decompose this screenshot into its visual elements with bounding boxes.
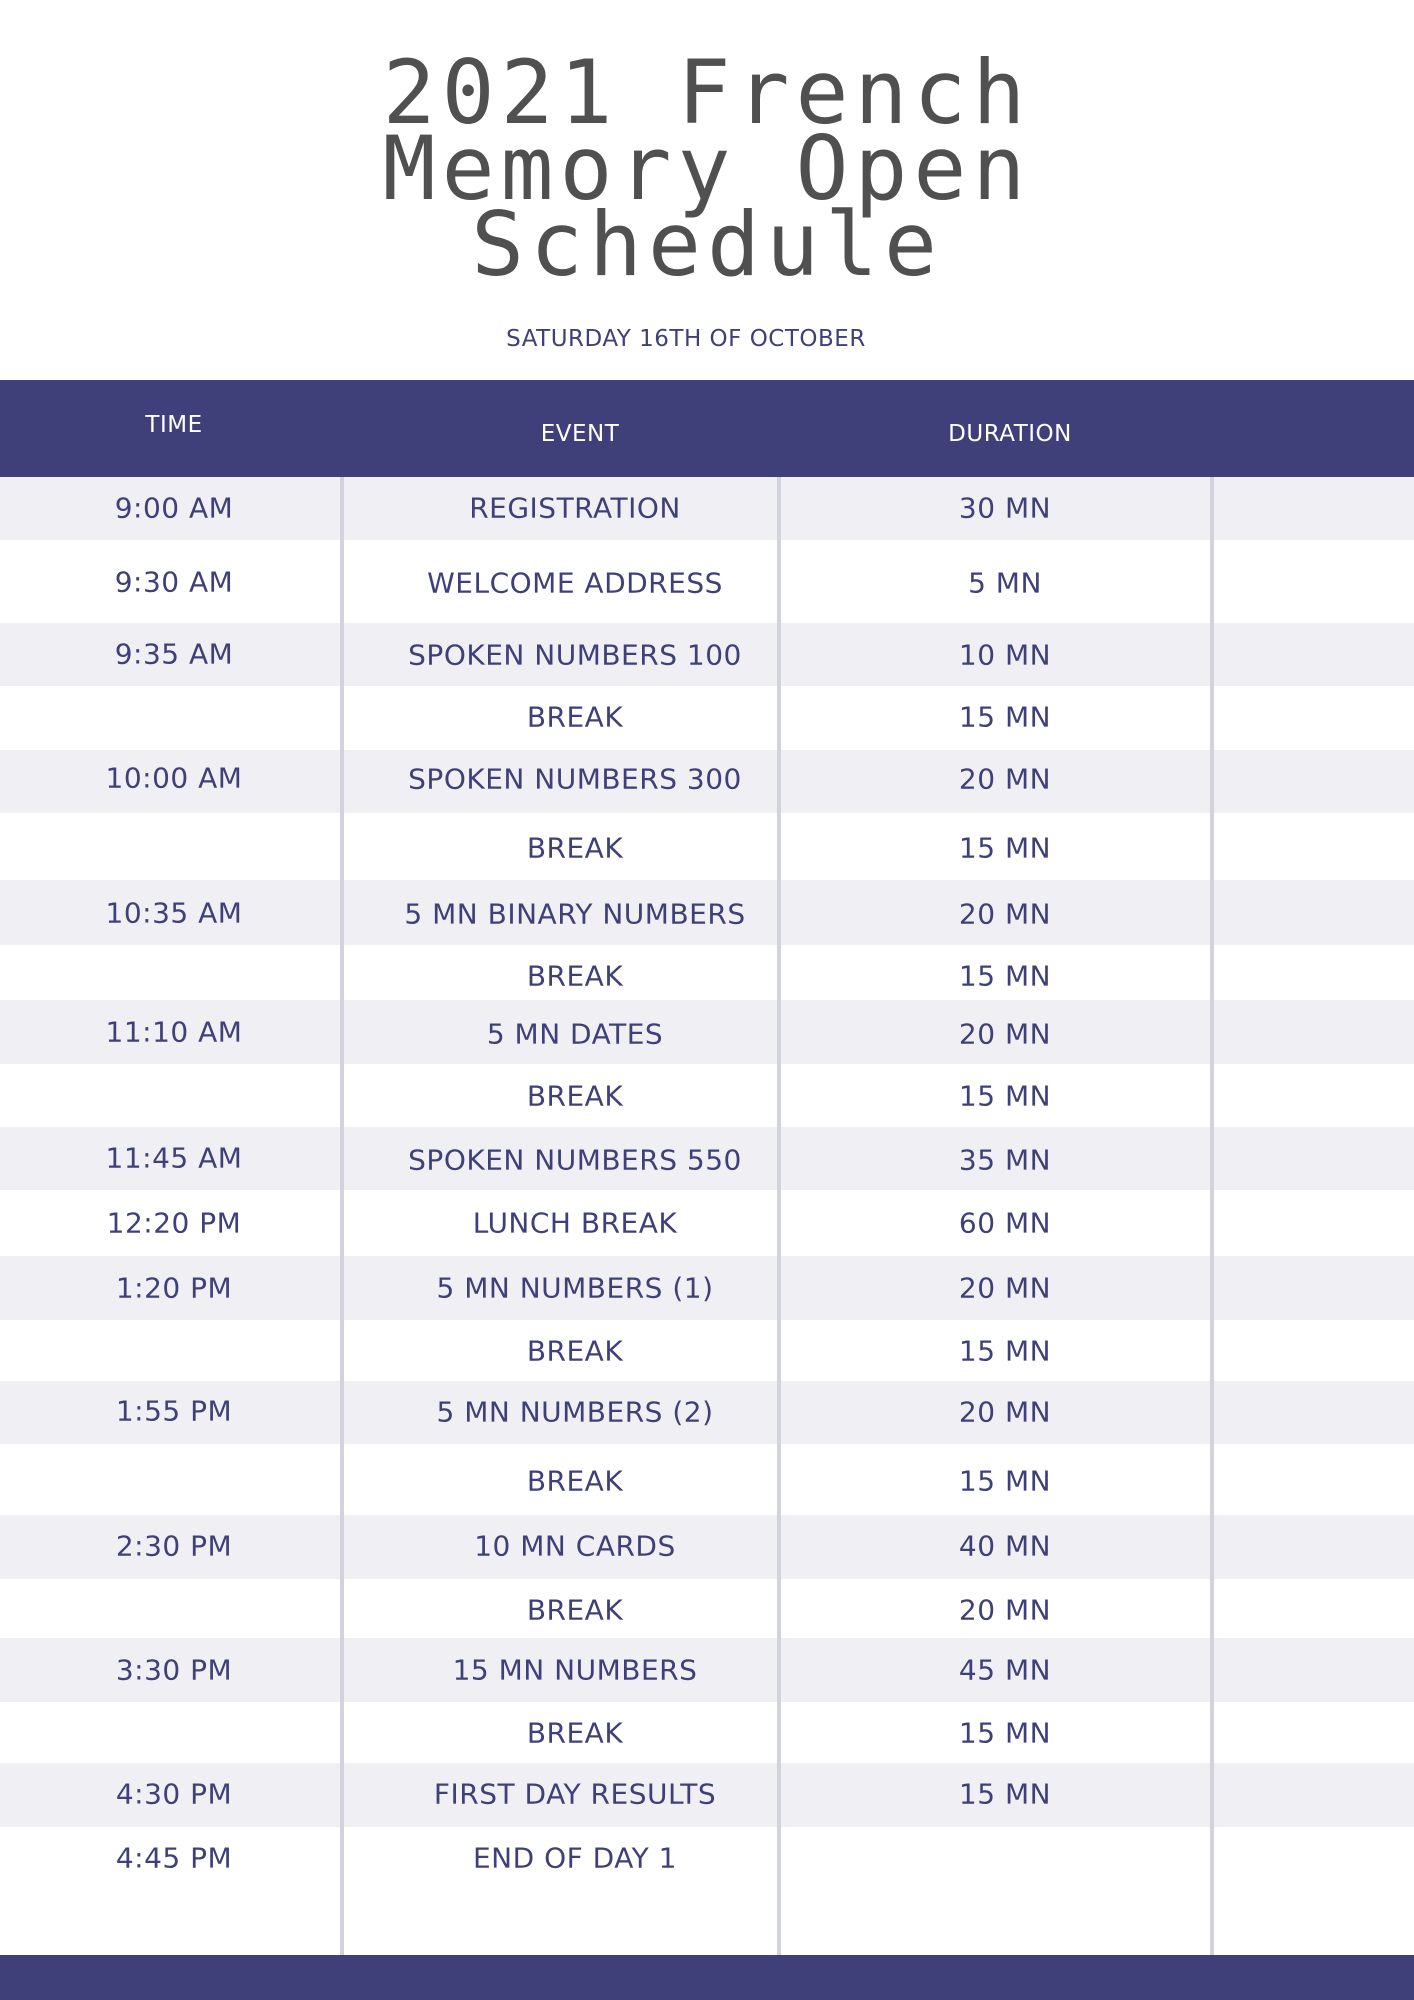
table-row [0,477,1414,540]
column-header-duration: DURATION [948,421,1072,447]
row-time: 11:10 AM [105,1015,243,1049]
row-event: 5 MN NUMBERS (2) [436,1395,714,1429]
table-header: TIME EVENT DURATION [0,380,1414,477]
column-divider-2 [777,477,781,1955]
row-time: 9:30 AM [114,565,234,599]
page-title: 2021 French Memory Open Schedule [0,41,1414,296]
row-duration: 20 MN [958,1395,1052,1429]
title-line-3: Schedule [471,193,943,296]
row-duration: 15 MN [958,1079,1052,1113]
row-event: END OF DAY 1 [472,1841,677,1875]
row-duration: 5 MN [968,566,1042,600]
row-event: 5 MN BINARY NUMBERS [404,897,746,931]
row-event: REGISTRATION [469,491,681,525]
row-time: 12:20 PM [106,1206,242,1240]
row-duration: 60 MN [958,1206,1052,1240]
table-row [0,623,1414,686]
row-event: BREAK [526,1716,624,1750]
row-time: 4:45 PM [115,1841,233,1875]
row-event: SPOKEN NUMBERS 550 [408,1143,742,1177]
row-time: 10:35 AM [105,896,243,930]
row-duration: 40 MN [958,1529,1052,1563]
row-event: LUNCH BREAK [472,1206,678,1240]
table-row [0,1127,1414,1190]
row-duration: 15 MN [958,831,1052,865]
row-event: FIRST DAY RESULTS [433,1777,717,1811]
table-row [0,1638,1414,1702]
row-event: 10 MN CARDS [474,1529,676,1563]
table-row [0,750,1414,813]
row-duration: 10 MN [958,638,1052,672]
row-duration: 20 MN [958,1593,1052,1627]
row-duration: 15 MN [958,1464,1052,1498]
footer-bar [0,1955,1414,2000]
row-event: 5 MN NUMBERS (1) [436,1271,714,1305]
row-time: 3:30 PM [115,1653,233,1687]
table-row [0,1381,1414,1444]
row-duration: 20 MN [958,1271,1052,1305]
row-event: 5 MN DATES [486,1017,664,1051]
table-row [0,1763,1414,1827]
table-row [0,1000,1414,1064]
row-duration: 15 MN [958,1334,1052,1368]
row-time: 9:35 AM [114,637,234,671]
row-time: 2:30 PM [115,1529,233,1563]
table-row [0,1515,1414,1579]
table-row [0,880,1414,945]
title-line-1: 2021 French [382,41,1032,144]
row-duration: 15 MN [958,700,1052,734]
row-duration: 20 MN [958,762,1052,796]
column-header-time: TIME [145,412,203,438]
row-time: 9:00 AM [114,491,234,525]
row-time: 1:20 PM [115,1271,233,1305]
row-event: BREAK [526,1334,624,1368]
row-event: SPOKEN NUMBERS 300 [408,762,742,796]
row-event: WELCOME ADDRESS [427,566,723,600]
column-divider-3 [1210,477,1214,1955]
row-event: BREAK [526,1464,624,1498]
row-event: BREAK [526,1079,624,1113]
row-event: SPOKEN NUMBERS 100 [408,638,742,672]
schedule-date: SATURDAY 16TH OF OCTOBER [506,326,866,352]
row-time: 4:30 PM [115,1777,233,1811]
title-line-2: Memory Open [382,117,1032,220]
row-time: 10:00 AM [105,761,243,795]
table-row [0,1256,1414,1320]
column-header-event: EVENT [540,421,620,447]
row-duration: 15 MN [958,1777,1052,1811]
row-event: BREAK [526,1593,624,1627]
row-duration: 30 MN [958,491,1052,525]
row-duration: 45 MN [958,1653,1052,1687]
row-event: BREAK [526,959,624,993]
row-duration: 15 MN [958,1716,1052,1750]
row-duration: 15 MN [958,959,1052,993]
row-event: 15 MN NUMBERS [452,1653,698,1687]
row-time: 1:55 PM [115,1394,233,1428]
column-divider-1 [340,477,344,1955]
row-event: BREAK [526,700,624,734]
row-duration: 35 MN [958,1143,1052,1177]
row-event: BREAK [526,831,624,865]
row-duration: 20 MN [958,897,1052,931]
row-time: 11:45 AM [105,1141,243,1175]
row-duration: 20 MN [958,1017,1052,1051]
